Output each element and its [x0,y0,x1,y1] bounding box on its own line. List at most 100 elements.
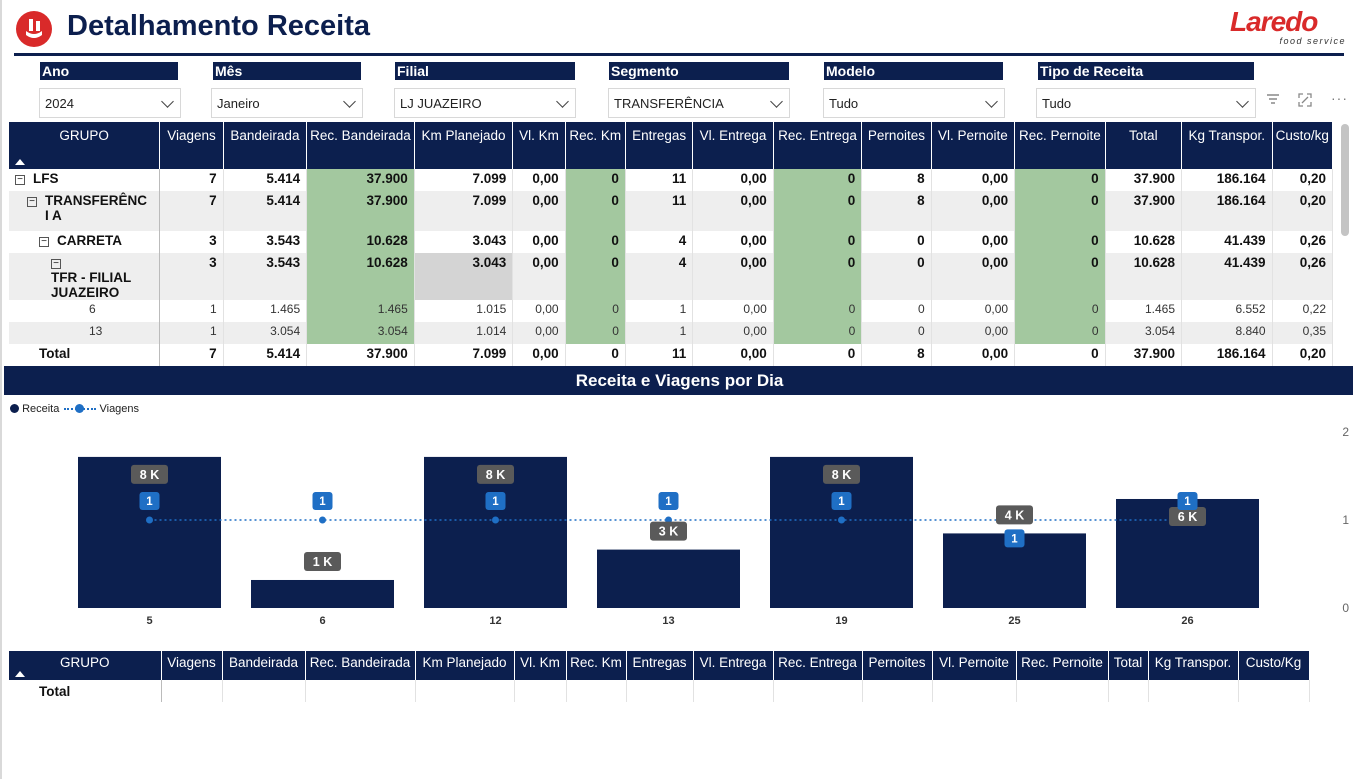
table2-total-row: Total [9,680,1310,702]
filter-segmento-dropdown[interactable]: TRANSFERÊNCIA [608,88,790,118]
table2-col-header[interactable]: Vl. Entrega [693,651,774,680]
total-cell: 37.900 [1105,344,1183,366]
legend-receita-marker [10,404,19,413]
table-total-row: Total 7 5.414 37.900 7.099 0,00 0 11 0,00 0 8 0,00 0… [9,344,1334,366]
table-cell: 7 [159,191,224,231]
total-cell: 8 [861,344,932,366]
viagens-point [838,516,845,524]
filter-tipo-receita-value: Tudo [1042,96,1072,111]
receita-data-label-bg [823,464,860,484]
more-options-icon[interactable]: ··· [1331,90,1348,106]
collapse-icon[interactable]: − [27,197,37,207]
table2-col-header[interactable]: Rec. Pernoite [1016,651,1109,680]
table-row[interactable]: 13 1 3.054 3.054 1.014 0,00 0 1 0,00 0 0 0,00 0 3.054… [9,322,1334,344]
table-scrollbar[interactable] [1341,124,1349,236]
viagens-point [146,516,153,524]
table2-col-header[interactable]: Rec. Km [566,651,627,680]
col-header-vl-entrega[interactable]: Vl. Entrega [692,122,774,169]
table2-col-header[interactable]: Bandeirada [222,651,306,680]
table2-col-header[interactable]: Pernoites [862,651,933,680]
col-header-kg-transpor[interactable]: Kg Transpor. [1181,122,1273,169]
table-cell: 6.552 [1181,300,1273,322]
table-cell: 3.054 [1105,322,1183,344]
table-cell: 10.628 [306,253,415,300]
chevron-down-icon [556,95,569,108]
table2-col-header[interactable]: Vl. Pernoite [932,651,1017,680]
table2-col-header[interactable]: Entregas [626,651,694,680]
table-cell: 5.414 [223,191,308,231]
filter-mes-dropdown[interactable]: Janeiro [211,88,363,118]
receita-data-label: 3 K [659,525,678,539]
table2-col-header[interactable]: Km Planejado [415,651,515,680]
table-cell: 0,00 [512,300,566,322]
table2-col-header[interactable]: Rec. Entrega [773,651,863,680]
table-row[interactable]: −TFR - FILIAL JUAZEIRO 3 3.543 10.628 3.043 0… [9,253,1334,300]
collapse-icon[interactable]: − [39,237,49,247]
table2-col-header[interactable]: Kg Transpor. [1148,651,1239,680]
row-group-cell: − CARRETA [9,231,161,253]
table2-col-header[interactable]: Rec. Bandeirada [305,651,416,680]
filter-icon[interactable] [1266,92,1280,109]
table2-col-header[interactable]: GRUPO [9,651,162,680]
table-cell: 186.164 [1181,191,1273,231]
col-header-grupo[interactable]: GRUPO [9,122,161,169]
col-header-custo-kg[interactable]: Custo/kg [1272,122,1334,169]
table-cell: 0 [565,169,626,191]
col-header-rec-entrega[interactable]: Rec. Entrega [773,122,863,169]
col-header-rec-pernoite[interactable]: Rec. Pernoite [1014,122,1106,169]
col-header-vl-km[interactable]: Vl. Km [512,122,566,169]
col-header-entregas[interactable]: Entregas [625,122,694,169]
receita-bar [597,549,740,608]
table2-total-cell [1108,680,1149,702]
col-header-viagens[interactable]: Viagens [159,122,224,169]
col-header-rec-bandeirada[interactable]: Rec. Bandeirada [306,122,415,169]
table-cell: 0,00 [931,191,1016,231]
table2-col-header[interactable]: Viagens [161,651,223,680]
table-cell: 10.628 [1105,231,1183,253]
col-header-total[interactable]: Total [1105,122,1183,169]
table-cell: 1.014 [414,322,514,344]
row-group-label: TRANSFERÊNCI A [45,193,148,223]
filter-modelo-dropdown[interactable]: Tudo [823,88,1005,118]
filter-label-modelo: Modelo [824,62,1003,80]
table-cell: 11 [625,169,694,191]
receita-data-label-bg [996,505,1033,525]
table-row[interactable]: − TRANSFERÊNCI A 7 5.414 37.900 7.099 0,00 0 11 0… [9,191,1334,231]
table-cell: 3 [159,231,224,253]
filter-filial-value: LJ JUAZEIRO [400,96,482,111]
filter-filial-dropdown[interactable]: LJ JUAZEIRO [394,88,576,118]
table-cell: 41.439 [1181,231,1273,253]
collapse-icon[interactable]: − [15,175,25,185]
filter-ano-dropdown[interactable]: 2024 [39,88,181,118]
chevron-down-icon [770,95,783,108]
row-group-label: TFR - FILIAL JUAZEIRO [51,270,131,300]
row-group-cell: − LFS [9,169,161,191]
col-header-vl-pernoite[interactable]: Vl. Pernoite [931,122,1016,169]
filter-label-mes: Mês [213,62,361,80]
table2-total-cell [566,680,627,702]
col-header-rec-km[interactable]: Rec. Km [565,122,626,169]
table-row[interactable]: 6 1 1.465 1.465 1.015 0,00 0 1 0,00 0 0 0,00 0 1.465 6… [9,300,1334,322]
row-group-label: CARRETA [57,233,122,248]
x-tick-label: 25 [1008,615,1020,627]
table-cell: 0 [565,191,626,231]
table-cell: 1.465 [1105,300,1183,322]
table-cell: 0,35 [1272,322,1334,344]
table-cell: 8 [861,191,932,231]
table2-col-header[interactable]: Vl. Km [514,651,567,680]
total-cell: 0,00 [512,344,566,366]
table-row[interactable]: − CARRETA 3 3.543 10.628 3.043 0,00 0 4 0,00 0 0 0,0… [9,231,1334,253]
receita-data-label: 8 K [486,468,505,482]
col-header-km-planejado[interactable]: Km Planejado [414,122,514,169]
focus-mode-icon[interactable] [1297,92,1313,111]
filter-modelo-value: Tudo [829,96,859,111]
table-row[interactable]: − LFS 7 5.414 37.900 7.099 0,00 0 11 0,00 0 8 0,00 0 3… [9,169,1334,191]
collapse-icon[interactable]: − [51,259,61,269]
table2-col-header[interactable]: Total [1108,651,1149,680]
table2-total-cell [773,680,863,702]
col-header-bandeirada[interactable]: Bandeirada [223,122,308,169]
table2-col-header[interactable]: Custo/Kg [1238,651,1310,680]
row-group-label: 6 [89,302,96,316]
filter-tipo-receita-dropdown[interactable]: Tudo [1036,88,1256,118]
col-header-pernoites[interactable]: Pernoites [861,122,932,169]
